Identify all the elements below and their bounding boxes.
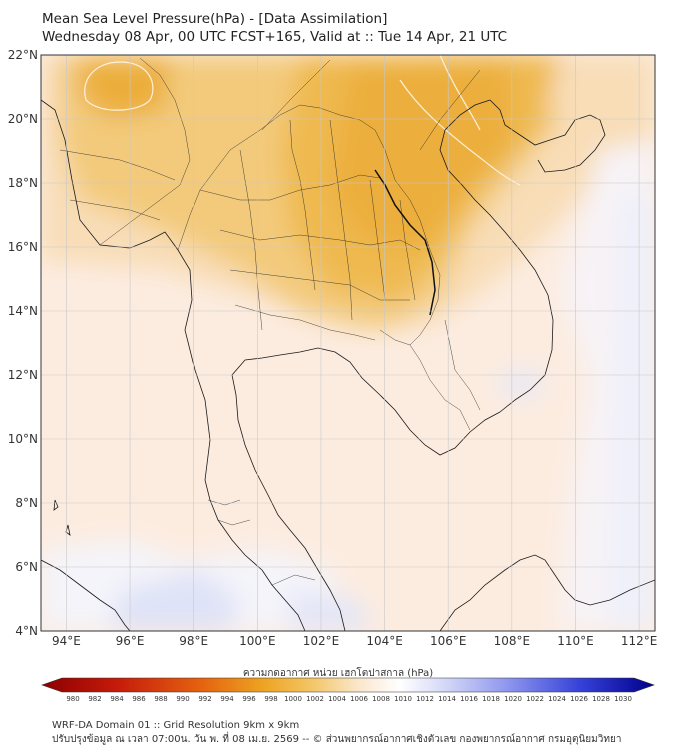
lat-label: 4°N xyxy=(15,624,38,638)
colorbar-tick-label: 988 xyxy=(154,695,167,703)
colorbar-tick-label: 1014 xyxy=(438,695,456,703)
admin-borders xyxy=(59,57,481,586)
lat-label: 20°N xyxy=(8,112,38,126)
colorbar-tick-label: 990 xyxy=(176,695,189,703)
colorbar-tick-label: 1018 xyxy=(482,695,500,703)
map-title: Mean Sea Level Pressure(hPa) - [Data Ass… xyxy=(42,11,388,27)
colorbar-tick-label: 1024 xyxy=(548,695,566,703)
colorbar-tick-label: 1016 xyxy=(460,695,478,703)
colorbar-tick-label: 984 xyxy=(110,695,124,703)
colorbar-tick-label: 980 xyxy=(66,695,79,703)
colorbar-tick-label: 1012 xyxy=(416,695,434,703)
colorbar: 980 982 984 986 988 990 992 994 996 998 1000 1002 10… xyxy=(41,677,655,703)
lat-label: 16°N xyxy=(8,240,38,254)
colorbar-tick-label: 1026 xyxy=(570,695,588,703)
colorbar-tick-label: 986 xyxy=(132,695,146,703)
colorbar-tick-label: 1002 xyxy=(306,695,324,703)
colorbar-tick-label: 982 xyxy=(88,695,101,703)
colorbar-tick-label: 998 xyxy=(264,695,277,703)
coastlines xyxy=(41,99,655,631)
map-title-block: Mean Sea Level Pressure(hPa) - [Data Ass… xyxy=(42,10,507,46)
lat-label: 12°N xyxy=(8,368,38,382)
colorbar-tick-label: 1006 xyxy=(350,695,368,703)
lat-axis-labels: 22°N 20°N 18°N 16°N 14°N 12°N 10°N 8°N 6°N 4°N xyxy=(8,48,38,638)
lon-label: 110°E xyxy=(557,634,594,648)
colorbar-tick-label: 1028 xyxy=(592,695,610,703)
map-footer: WRF-DA Domain 01 :: Grid Resolution 9km … xyxy=(52,719,621,747)
footer-line-2: ปรับปรุงข้อมูล ณ เวลา 07:00น. วัน พ. ที่… xyxy=(52,734,622,745)
colorbar-tick-label: 996 xyxy=(242,695,256,703)
colorbar-tick-label: 1010 xyxy=(394,695,412,703)
colorbar-tick-label: 1030 xyxy=(614,695,632,703)
lon-label: 112°E xyxy=(621,634,658,648)
lat-label: 8°N xyxy=(15,496,38,510)
colorbar-tick-label: 1000 xyxy=(284,695,302,703)
lon-label: 98°E xyxy=(179,634,208,648)
graticule xyxy=(41,54,655,632)
colorbar-gradient xyxy=(41,677,655,693)
lat-label: 10°N xyxy=(8,432,38,446)
colorbar-tick-label: 994 xyxy=(220,695,234,703)
lat-label: 6°N xyxy=(15,560,38,574)
colorbar-tick-label: 1020 xyxy=(504,695,522,703)
colorbar-tick-label: 1008 xyxy=(372,695,390,703)
lat-label: 22°N xyxy=(8,48,38,62)
map-frame xyxy=(40,54,656,632)
lon-label: 108°E xyxy=(494,634,531,648)
colorbar-tick-label: 1004 xyxy=(328,695,346,703)
colorbar-ticks: 980 982 984 986 988 990 992 994 996 998 1000 1002 10… xyxy=(66,695,632,703)
lon-label: 106°E xyxy=(430,634,467,648)
lat-label: 14°N xyxy=(8,304,38,318)
colorbar-tick-label: 992 xyxy=(198,695,211,703)
lon-axis-labels: 94°E 96°E 98°E 100°E 102°E 104°E 106°E 108°E 110… xyxy=(52,634,657,648)
colorbar-label: ความกดอากาศ หน่วย เฮกโตปาสกาล (hPa) xyxy=(242,668,434,679)
lat-label: 18°N xyxy=(8,176,38,190)
colorbar-tick-label: 1022 xyxy=(526,695,544,703)
lon-label: 94°E xyxy=(52,634,81,648)
map-subtitle: Wednesday 08 Apr, 00 UTC FCST+165, Valid… xyxy=(42,29,508,45)
pressure-field xyxy=(41,55,655,631)
lon-label: 104°E xyxy=(366,634,403,648)
lon-label: 96°E xyxy=(116,634,145,648)
lon-label: 102°E xyxy=(303,634,340,648)
footer-line-1: WRF-DA Domain 01 :: Grid Resolution 9km … xyxy=(52,720,300,731)
lon-label: 100°E xyxy=(239,634,276,648)
